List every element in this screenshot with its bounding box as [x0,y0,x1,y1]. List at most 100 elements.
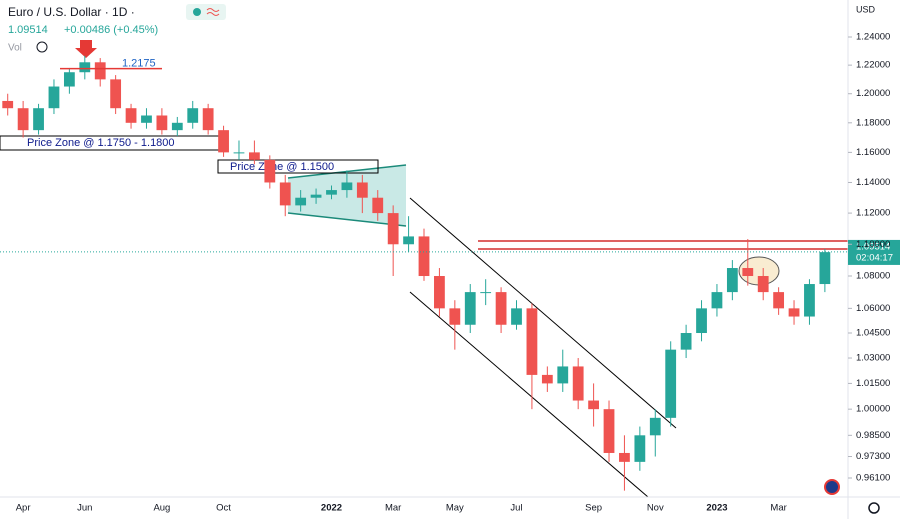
y-tick-label: 1.22000 [856,60,890,71]
candle-body [125,108,137,123]
candle-body [819,252,831,285]
candle-body [649,417,661,436]
x-tick-label: Mar [770,503,786,514]
candle-body [33,108,44,131]
badge-wave [206,8,220,16]
candle-body [48,86,60,109]
candle-body [141,115,152,123]
y-tick-label: 1.14000 [856,177,890,188]
candle-body [403,236,414,245]
candle-body [17,108,29,131]
channel-upper [409,197,677,429]
y-tick-label: 1.20000 [856,88,890,99]
candle-body [711,292,723,309]
price-zone-box [217,159,379,174]
candle-body [233,152,245,154]
candle-body [202,108,214,131]
x-tick-label: May [446,503,464,514]
badge-dot [193,8,201,16]
marker-level-label: 1.2175 [122,58,156,70]
flag-icon[interactable] [824,479,840,495]
candle-body [634,435,646,462]
y-tick-label: 1.00000 [856,404,890,415]
candle-body [603,409,615,453]
zone-label: Price Zone @ 1.1500 [230,161,334,173]
candle-body [249,152,260,160]
price-tag-value: 1.09514 [856,241,890,252]
candle-body [680,333,692,350]
x-tick-label: Mar [385,503,401,514]
candle-body [218,130,229,153]
candle-body [2,100,14,109]
price-tag [848,239,900,265]
candle-body [541,374,553,384]
price-tag-countdown: 02:04:17 [856,252,893,263]
candle-body [696,308,707,334]
zone-label: Price Zone @ 1.1750 - 1.1800 [27,137,175,149]
candle-body [110,79,122,109]
y-tick-label: 1.16000 [856,147,890,158]
candle-body [449,308,461,325]
y-tick-label: 1.03000 [856,353,890,364]
candle-body [742,268,754,277]
y-tick-label: 1.12000 [856,208,890,219]
candle-body [495,292,507,325]
candle-body [79,62,91,73]
candle-body [757,276,769,293]
candle-body [464,292,476,325]
candle-body [94,62,106,80]
y-tick-label: 1.10000 [856,239,890,250]
candle-body [264,159,276,183]
candle-body [295,197,307,206]
currency: USD [856,4,876,14]
candle-body [434,276,445,309]
candle-body [557,366,569,384]
arrow [75,40,97,58]
y-tick-label: 1.01500 [856,378,890,389]
candle-body [418,236,430,277]
visibility-icon[interactable] [36,41,48,53]
y-tick-label: 1.18000 [856,117,890,128]
candle-body [356,182,368,198]
candle-body [480,292,492,294]
candle-body [279,182,291,206]
y-tick-label: 0.97300 [856,451,890,462]
header-price: 1.09514 [8,24,48,36]
header-change: +0.00486 (+0.45%) [64,24,158,36]
x-tick-label: Aug [153,503,170,514]
x-tick-label: Sep [585,503,602,514]
y-tick-label: 0.96100 [856,473,890,484]
x-tick-label: 2022 [321,503,342,514]
candle-body [187,108,199,123]
x-tick-label: Nov [647,503,664,514]
candle-body [326,190,337,195]
candles [0,55,848,491]
x-tick-label: Jun [77,503,92,514]
x-tick-label: 2023 [706,503,727,514]
indicator-badge[interactable] [186,4,226,20]
channel-lower [409,291,649,498]
candle-body [665,349,677,418]
x-tick-label: Oct [216,503,231,514]
candle-body [773,292,785,309]
candle-body [310,194,322,198]
candle-body [511,308,522,325]
candle-body [526,308,538,375]
x-tick-label: Jul [510,503,522,514]
y-tick-label: 1.06000 [856,303,890,314]
candle-body [619,452,630,462]
candle-body [804,284,815,317]
candle-body [726,268,738,293]
candle-body [588,400,599,410]
volume-label: Vol [8,43,22,54]
y-tick-label: 1.04500 [856,328,890,339]
settings-icon[interactable] [868,502,880,514]
candle-body [788,308,800,317]
candle-body [156,115,168,131]
y-tick-label: 1.08000 [856,271,890,282]
y-tick-label: 0.98500 [856,430,890,441]
y-tick-label: 1.24000 [856,32,890,43]
candle-body [372,197,384,214]
candle-body [387,213,399,245]
